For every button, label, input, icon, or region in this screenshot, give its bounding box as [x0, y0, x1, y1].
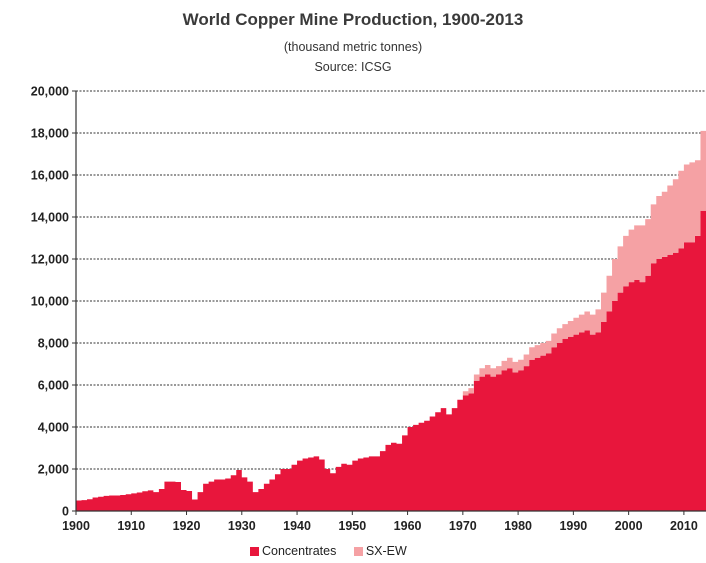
y-tick-label: 14,000 [31, 211, 69, 225]
y-tick-label: 2,000 [38, 463, 69, 477]
series-area-concentrates [76, 210, 706, 511]
legend-swatch-concentrates [250, 546, 259, 556]
chart-title: World Copper Mine Production, 1900-2013 [182, 10, 524, 29]
y-tick-labels: 0 2,000 4,000 6,000 8,000 10,000 12,000 14,000 1… [31, 85, 69, 519]
legend-item-sx-ew: SX-EW [353, 544, 407, 558]
chart-source: Source: ICSG [314, 60, 392, 74]
x-tick-label: 1920 [173, 519, 201, 533]
x-tick-label: 1950 [338, 519, 366, 533]
x-tick-label: 1980 [504, 519, 532, 533]
y-tick-label: 4,000 [38, 421, 69, 435]
x-tick-label: 1900 [62, 519, 90, 533]
x-tick-label: 1990 [559, 519, 587, 533]
y-tick-label: 16,000 [31, 169, 69, 183]
x-tick-label: 1910 [117, 519, 145, 533]
y-tick-label: 20,000 [31, 85, 69, 99]
y-tick-label: 18,000 [31, 127, 69, 141]
series-area-sx-ew [76, 130, 706, 501]
legend-label-sx-ew: SX-EW [365, 544, 407, 558]
x-tick-labels: 1900 1910 1920 1930 1940 1950 1960 1970 1980 1990… [62, 519, 698, 533]
y-tick-label: 0 [62, 505, 69, 519]
x-tick-label: 1960 [394, 519, 422, 533]
legend: Concentrates SX-EW [250, 544, 421, 559]
y-tick-label: 12,000 [31, 253, 69, 267]
x-tick-label: 1940 [283, 519, 311, 533]
y-tick-label: 6,000 [38, 379, 69, 393]
data-areas [76, 130, 706, 511]
legend-swatch-sx-ew [353, 546, 363, 556]
legend-item-concentrates: Concentrates [250, 544, 336, 558]
axes [72, 90, 706, 515]
legend-label-concentrates: Concentrates [262, 544, 337, 558]
x-tick-label: 1970 [449, 519, 477, 533]
x-tick-label: 1930 [228, 519, 256, 533]
y-tick-label: 10,000 [31, 295, 69, 309]
chart-subtitle: (thousand metric tonnes) [283, 40, 423, 54]
x-tick-label: 2010 [670, 519, 698, 533]
x-tick-label: 2000 [615, 519, 643, 533]
y-tick-label: 8,000 [38, 337, 69, 351]
